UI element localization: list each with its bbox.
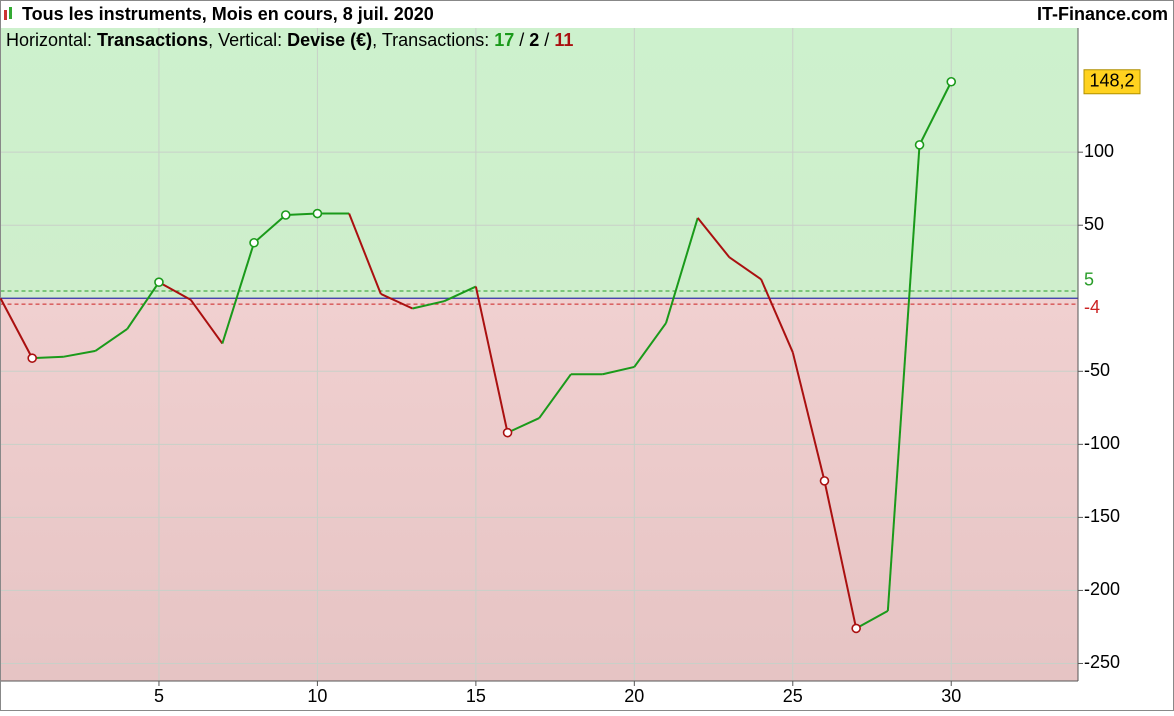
point-marker: [312, 208, 323, 219]
subtitle-part: 17: [494, 30, 514, 50]
subtitle-part: Devise (€): [287, 30, 372, 50]
line-segment: [0, 297, 34, 359]
line-segment: [32, 355, 64, 360]
point-marker: [280, 210, 291, 220]
line-segment: [855, 610, 889, 630]
line-segment: [348, 213, 382, 295]
line-segment: [380, 292, 413, 310]
y-tick-label: 50: [1084, 214, 1104, 234]
line-segment: [507, 417, 540, 434]
line-segment: [189, 299, 224, 345]
y-tick-label: -50: [1084, 360, 1110, 380]
reference-label: 5: [1084, 270, 1094, 290]
title: Tous les instruments, Mois en cours, 8 j…: [22, 4, 434, 24]
line-segment: [633, 322, 667, 368]
subtitle-part: , Vertical:: [208, 30, 287, 50]
app-icon: [4, 7, 12, 20]
y-tick-label: -250: [1084, 652, 1120, 672]
line-segment: [221, 242, 255, 344]
reference-label: -4: [1084, 297, 1100, 317]
point-marker: [946, 76, 957, 87]
x-tick-label: 15: [466, 686, 486, 706]
line-segment: [443, 285, 477, 303]
subtitle-part: /: [514, 30, 529, 50]
x-tick-label: 10: [307, 686, 327, 706]
subtitle-part: Horizontal:: [6, 30, 97, 50]
negative-zone: [0, 298, 1078, 681]
line-segment: [791, 352, 826, 482]
line-segment: [918, 81, 953, 146]
y-tick-label: -100: [1084, 433, 1120, 453]
subtitle-part: 11: [554, 30, 573, 50]
subtitle-part: Transactions: [97, 30, 208, 50]
point-marker: [502, 427, 513, 438]
header-bar: [0, 0, 1174, 28]
point-marker: [851, 623, 861, 634]
y-tick-label: -150: [1084, 506, 1120, 526]
x-tick-label: 5: [154, 686, 164, 706]
point-marker: [27, 353, 37, 363]
point-marker: [249, 237, 259, 248]
subtitle: Horizontal: Transactions, Vertical: Devi…: [6, 30, 573, 50]
subtitle-part: 2: [529, 30, 539, 50]
line-segment: [126, 281, 160, 330]
line-segment: [728, 256, 762, 281]
x-tick-label: 30: [941, 686, 961, 706]
value-label-box: [1083, 69, 1141, 95]
line-segment: [285, 212, 318, 216]
subtitle-part: /: [539, 30, 554, 50]
line-segment: [538, 373, 572, 419]
line-segment: [95, 328, 128, 352]
line-segment: [474, 286, 509, 433]
x-tick-label: 20: [624, 686, 644, 706]
line-segment: [665, 217, 699, 324]
point-marker: [914, 140, 925, 150]
line-segment: [823, 480, 858, 629]
subtitle-part: , Transactions:: [372, 30, 494, 50]
line-segment: [760, 278, 794, 353]
line-segment: [412, 300, 445, 310]
y-tick-label: -200: [1084, 579, 1120, 599]
value-label: 148,2: [1089, 71, 1134, 91]
line-segment: [696, 217, 731, 258]
point-marker: [819, 476, 830, 486]
line-segment: [253, 214, 287, 244]
line-segment: [158, 281, 192, 301]
line-segment: [886, 144, 921, 611]
x-tick-label: 25: [783, 686, 803, 706]
line-segment: [602, 365, 635, 376]
y-tick-label: 100: [1084, 141, 1114, 161]
positive-zone: [0, 28, 1078, 299]
line-segment: [63, 349, 96, 358]
point-marker: [154, 277, 164, 287]
brand: IT-Finance.com: [1037, 4, 1168, 24]
